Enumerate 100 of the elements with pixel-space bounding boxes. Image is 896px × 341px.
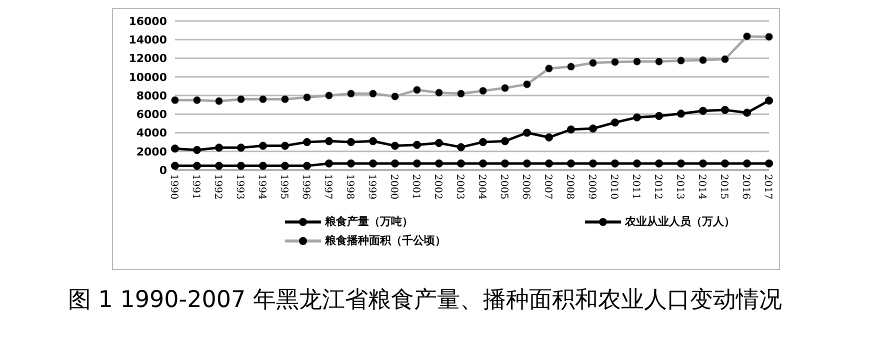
point	[258, 142, 268, 150]
point	[654, 159, 664, 168]
x-tick-label: 2009	[586, 174, 597, 200]
x-tick-label: 1998	[344, 174, 355, 200]
point	[434, 88, 444, 97]
point	[456, 90, 466, 98]
point	[258, 95, 268, 104]
x-tick-label: 1993	[234, 174, 245, 200]
x-tick-label: 2000	[388, 174, 399, 200]
point	[610, 58, 620, 66]
point	[236, 95, 246, 104]
y-tick-label: 10000	[128, 70, 168, 84]
point	[324, 159, 334, 168]
x-tick-label: 2011	[630, 174, 641, 200]
x-tick-label: 1994	[256, 174, 267, 200]
point	[258, 162, 268, 170]
text: 图 1 1990-2007 年黑龙江省粮食产量、播种面积和农业人口变动情况	[68, 286, 783, 315]
x-tick-label: 2012	[652, 174, 663, 200]
x-tick-label: 1991	[190, 174, 201, 200]
point	[610, 118, 620, 127]
point	[588, 124, 598, 133]
point	[390, 159, 400, 168]
x-tick-label: 1999	[366, 174, 377, 200]
point	[236, 162, 246, 170]
point	[478, 86, 488, 95]
x-tick-label: 2005	[498, 174, 509, 200]
y-tick-label: 0	[159, 164, 168, 177]
x-tick-label: 2002	[432, 174, 443, 200]
point	[522, 80, 532, 88]
legend-label: 粮食产量（万吨）	[325, 214, 413, 229]
point	[192, 162, 202, 170]
point	[214, 97, 224, 106]
legend-label: 粮食播种面积（千公顷）	[325, 233, 446, 248]
point	[478, 159, 488, 168]
point	[302, 138, 312, 146]
point	[368, 90, 378, 98]
x-tick-label: 2013	[674, 174, 685, 200]
point	[720, 159, 730, 168]
point	[544, 133, 554, 142]
point	[676, 159, 686, 168]
point	[632, 159, 642, 168]
point	[676, 56, 686, 65]
point	[500, 137, 510, 146]
point	[698, 159, 708, 168]
point	[456, 159, 466, 168]
point	[588, 159, 598, 168]
point	[764, 96, 774, 105]
point	[280, 95, 290, 104]
point	[720, 106, 730, 114]
point	[390, 142, 400, 150]
y-tick-label: 16000	[128, 14, 168, 28]
x-tick-label: 2010	[608, 174, 619, 200]
point	[434, 138, 444, 148]
point	[742, 32, 752, 40]
point	[500, 159, 510, 168]
x-tick-label: 1992	[212, 174, 223, 200]
point	[500, 84, 510, 92]
x-tick-label: 2004	[476, 174, 487, 200]
x-tick-label: 2007	[542, 174, 553, 200]
point	[170, 162, 180, 170]
point	[412, 140, 422, 149]
x-tick-label: 2006	[520, 174, 531, 200]
point	[676, 110, 686, 118]
point	[192, 146, 202, 154]
point	[456, 143, 466, 152]
point	[654, 57, 664, 66]
x-tick-label: 2003	[454, 174, 465, 200]
point	[742, 108, 752, 117]
y-tick-label: 2000	[136, 145, 168, 158]
point	[346, 90, 356, 98]
x-tick-label: 2017	[762, 174, 773, 200]
x-tick-label: 2008	[564, 174, 575, 200]
point	[566, 159, 576, 168]
x-tick-label: 2014	[696, 174, 707, 200]
x-tick-label: 1995	[278, 174, 289, 200]
x-tick-label: 2016	[740, 174, 751, 200]
point	[302, 93, 312, 102]
point	[412, 86, 422, 94]
point	[324, 91, 334, 100]
point	[742, 159, 752, 168]
x-tick-label: 2001	[410, 174, 421, 200]
point	[390, 92, 400, 100]
point	[170, 144, 180, 153]
legend-label: 农业从业人员（万人）	[625, 214, 735, 229]
point	[522, 159, 532, 168]
y-tick-label: 14000	[128, 34, 168, 47]
point	[346, 159, 356, 168]
y-tick-label: 6000	[136, 108, 168, 122]
y-tick-label: 12000	[128, 52, 168, 66]
point	[192, 96, 202, 104]
point	[324, 137, 334, 146]
y-tick-label: 8000	[136, 89, 168, 102]
point	[720, 55, 730, 64]
point	[654, 112, 664, 120]
point	[368, 137, 378, 146]
x-tick-label: 1997	[322, 174, 333, 200]
point	[236, 144, 246, 152]
point	[632, 113, 642, 122]
x-tick-label: 1990	[168, 174, 179, 200]
x-tick-label: 1996	[300, 174, 311, 200]
